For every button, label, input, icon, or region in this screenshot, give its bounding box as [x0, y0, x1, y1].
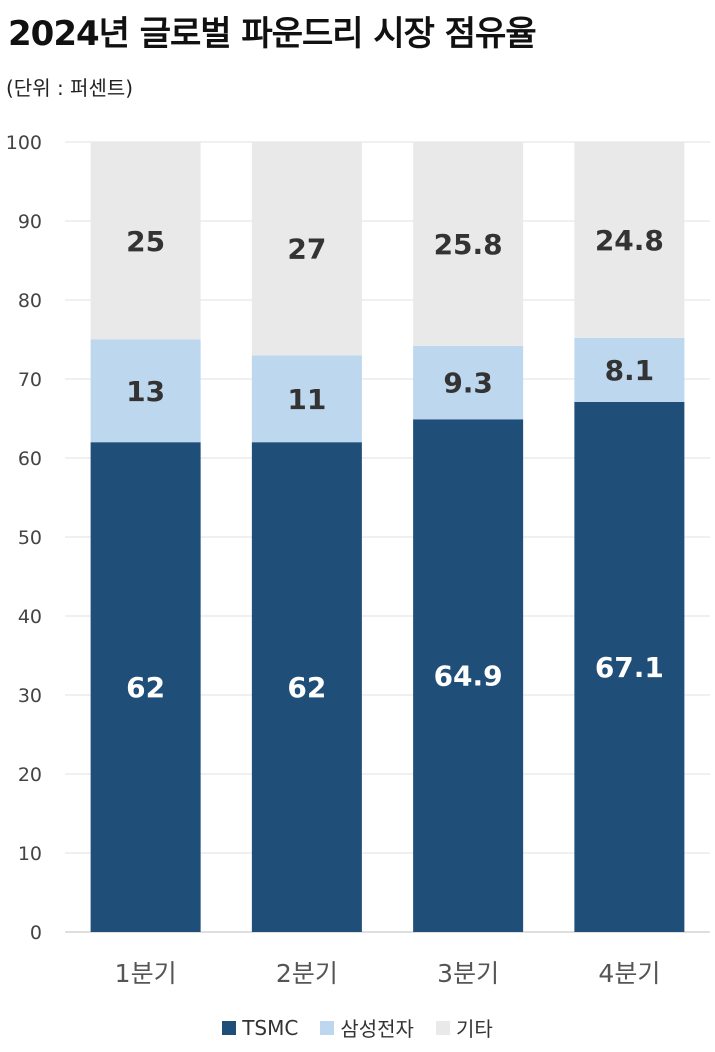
- y-tick-label: 30: [18, 685, 42, 707]
- legend-swatch: [222, 1020, 237, 1035]
- y-tick-label: 60: [18, 448, 42, 470]
- bar-1-3: [413, 419, 524, 932]
- legend-label: 삼성전자: [340, 1017, 414, 1041]
- bar-2-2: [251, 355, 362, 443]
- bar-1-1: [90, 442, 201, 932]
- legend-label: TSMC: [242, 1015, 299, 1040]
- stacked-bar-chart: 0 10 20 30 40 50 60 70 80 90 100 62 13 25 1분기 62 11 27 2분기…: [6, 132, 710, 988]
- x-tick-label: 3분기: [437, 959, 499, 988]
- bar-2-4: [574, 337, 685, 402]
- chart-legend: TSMC 삼성전자 기타: [0, 1013, 715, 1042]
- legend-item: 기타: [435, 1013, 493, 1042]
- data-label: 11: [287, 383, 326, 416]
- bar-3-2: [251, 142, 362, 356]
- legend-swatch: [435, 1020, 450, 1035]
- data-label: 64.9: [434, 660, 503, 693]
- y-tick-label: 100: [6, 132, 42, 154]
- bar-1-2: [251, 442, 362, 932]
- y-tick-label: 10: [18, 843, 42, 865]
- y-tick-label: 20: [18, 764, 42, 786]
- x-tick-label: 1분기: [115, 959, 177, 988]
- y-tick-label: 80: [18, 290, 42, 312]
- y-tick-label: 50: [18, 527, 42, 549]
- y-tick-label: 40: [18, 606, 42, 628]
- legend-label: 기타: [455, 1017, 493, 1041]
- y-tick-label: 70: [18, 369, 42, 391]
- bar-1-4: [574, 401, 685, 932]
- y-tick-label: 0: [30, 922, 42, 944]
- data-label: 67.1: [595, 651, 664, 684]
- data-label: 24.8: [595, 224, 664, 257]
- data-label: 25: [126, 225, 165, 258]
- legend-item: 삼성전자: [320, 1013, 414, 1042]
- legend-swatch: [320, 1020, 335, 1035]
- data-label: 25.8: [434, 228, 503, 261]
- x-tick-label: 4분기: [598, 959, 660, 988]
- bar-3-1: [90, 142, 201, 340]
- x-tick-label: 2분기: [276, 959, 338, 988]
- data-label: 62: [126, 671, 165, 704]
- data-label: 27: [287, 233, 326, 266]
- data-label: 62: [287, 671, 326, 704]
- bar-3-3: [413, 142, 524, 346]
- data-label: 13: [126, 375, 165, 408]
- legend-item: TSMC: [222, 1013, 298, 1042]
- data-label: 8.1: [605, 354, 655, 387]
- y-tick-label: 90: [18, 211, 42, 233]
- bar-3-4: [574, 142, 685, 338]
- chart-subtitle: (단위 : 퍼센트): [6, 76, 134, 100]
- chart-title: 2024년 글로벌 파운드리 시장 점유율: [8, 14, 537, 54]
- bar-2-1: [90, 339, 201, 443]
- bar-2-3: [413, 345, 524, 420]
- data-label: 9.3: [443, 367, 493, 400]
